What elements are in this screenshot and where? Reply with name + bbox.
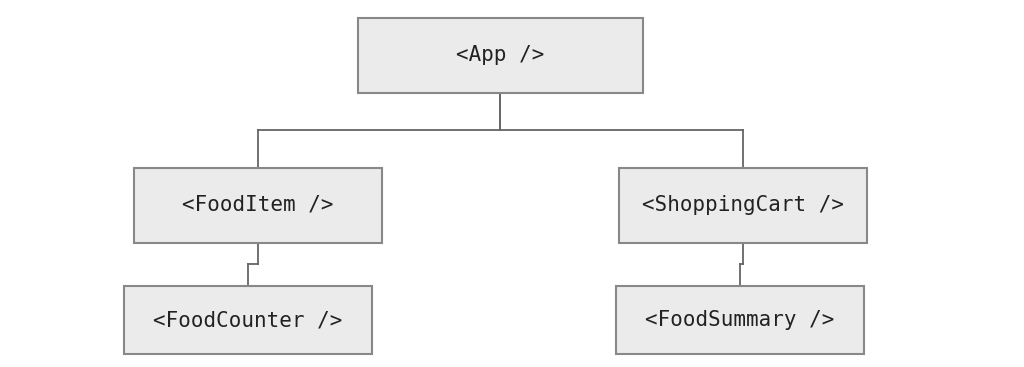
FancyBboxPatch shape	[357, 18, 642, 92]
FancyBboxPatch shape	[618, 167, 867, 243]
Text: <ShoppingCart />: <ShoppingCart />	[642, 195, 844, 215]
Text: <FoodSummary />: <FoodSummary />	[645, 310, 835, 330]
FancyBboxPatch shape	[134, 167, 382, 243]
FancyBboxPatch shape	[124, 286, 372, 354]
Text: <FoodCounter />: <FoodCounter />	[154, 310, 343, 330]
FancyBboxPatch shape	[616, 286, 864, 354]
Text: <FoodItem />: <FoodItem />	[182, 195, 334, 215]
Text: <App />: <App />	[456, 45, 544, 65]
